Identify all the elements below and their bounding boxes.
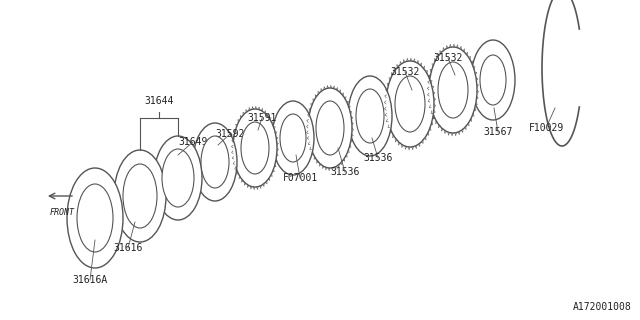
Text: 31532: 31532 bbox=[433, 53, 463, 63]
Ellipse shape bbox=[77, 184, 113, 252]
Text: 31616: 31616 bbox=[113, 243, 143, 253]
Text: 31649: 31649 bbox=[179, 137, 208, 147]
Text: F07001: F07001 bbox=[282, 173, 317, 183]
Ellipse shape bbox=[67, 168, 123, 268]
Ellipse shape bbox=[114, 150, 166, 242]
Ellipse shape bbox=[201, 136, 229, 188]
Ellipse shape bbox=[348, 76, 392, 156]
Text: 31591: 31591 bbox=[247, 113, 276, 123]
Text: 31616A: 31616A bbox=[72, 275, 108, 285]
Text: FRONT: FRONT bbox=[49, 208, 74, 217]
Ellipse shape bbox=[386, 61, 434, 147]
Text: 31536: 31536 bbox=[330, 167, 360, 177]
Ellipse shape bbox=[356, 89, 384, 143]
Text: 31567: 31567 bbox=[483, 127, 513, 137]
Ellipse shape bbox=[395, 76, 425, 132]
Ellipse shape bbox=[162, 149, 194, 207]
Text: 31644: 31644 bbox=[144, 96, 173, 106]
Ellipse shape bbox=[480, 55, 506, 105]
Text: F10029: F10029 bbox=[529, 123, 564, 133]
Ellipse shape bbox=[123, 164, 157, 228]
Ellipse shape bbox=[241, 122, 269, 174]
Text: A172001008: A172001008 bbox=[573, 302, 632, 312]
Ellipse shape bbox=[429, 47, 477, 133]
Ellipse shape bbox=[272, 101, 314, 175]
Ellipse shape bbox=[308, 88, 352, 168]
Ellipse shape bbox=[280, 114, 306, 162]
Ellipse shape bbox=[471, 40, 515, 120]
Text: 31592: 31592 bbox=[215, 129, 244, 139]
Ellipse shape bbox=[193, 123, 237, 201]
Ellipse shape bbox=[438, 62, 468, 118]
Ellipse shape bbox=[154, 136, 202, 220]
Ellipse shape bbox=[316, 101, 344, 155]
Text: 31532: 31532 bbox=[390, 67, 420, 77]
Ellipse shape bbox=[233, 109, 277, 187]
Text: 31536: 31536 bbox=[364, 153, 393, 163]
